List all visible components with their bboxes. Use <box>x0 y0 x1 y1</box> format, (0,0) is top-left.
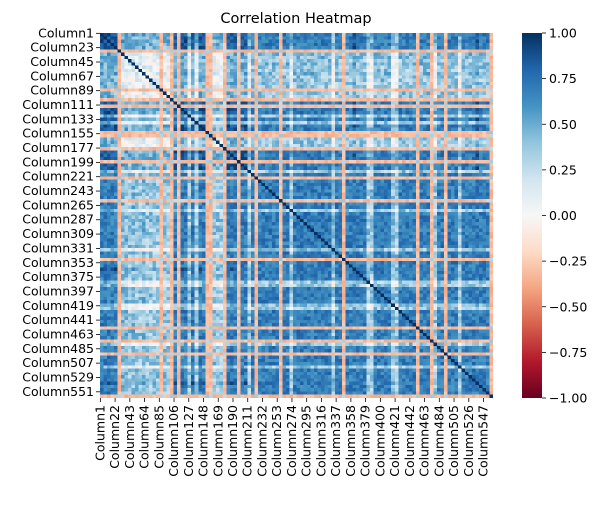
x-tick-label: Column148 <box>196 405 211 477</box>
heatmap-diagonal <box>99 32 494 399</box>
x-tick-label: Column85 <box>151 405 166 469</box>
x-tick-label: Column253 <box>269 405 284 477</box>
x-tick-label: Column547 <box>476 405 491 477</box>
x-tick-label: Column484 <box>431 405 446 477</box>
x-tick-label: Column211 <box>240 405 255 477</box>
x-tick-label: Column358 <box>343 405 358 477</box>
y-tick-label: Column133 <box>22 111 94 126</box>
x-tick-label: Column127 <box>181 405 196 477</box>
y-axis: Column1Column23Column45Column67Column89C… <box>22 25 100 399</box>
y-tick-label: Column221 <box>22 169 94 184</box>
x-tick-label: Column22 <box>107 405 122 469</box>
y-tick-label: Column441 <box>22 312 94 327</box>
heatmap-plot-area <box>99 32 494 399</box>
x-tick-label: Column232 <box>254 405 269 477</box>
x-tick-label: Column106 <box>166 405 181 477</box>
x-tick-label: Column43 <box>122 405 137 469</box>
y-tick-label: Column485 <box>22 341 94 356</box>
y-tick-label: Column155 <box>22 126 94 141</box>
y-tick-label: Column1 <box>38 25 94 40</box>
x-tick-label: Column316 <box>313 405 328 477</box>
y-tick-label: Column551 <box>22 384 94 399</box>
y-tick-label: Column177 <box>22 140 94 155</box>
x-tick-label: Column442 <box>402 405 417 477</box>
x-tick-label: Column463 <box>417 405 432 477</box>
y-tick-label: Column199 <box>22 154 94 169</box>
y-tick-label: Column353 <box>22 255 94 270</box>
x-tick-label: Column337 <box>328 405 343 477</box>
y-tick-label: Column287 <box>22 212 94 227</box>
y-tick-label: Column463 <box>22 326 94 341</box>
colorbar-tick-label: 0.50 <box>549 117 577 132</box>
y-tick-label: Column375 <box>22 269 94 284</box>
colorbar: 1.00 0.75 0.50 0.25 0.00 −0.25 −0.50 −0.75 −1.00 <box>522 26 587 406</box>
colorbar-tick-label: 0.25 <box>549 162 577 177</box>
x-tick-label: Column295 <box>299 405 314 477</box>
y-tick-label: Column45 <box>30 54 94 69</box>
y-tick-label: Column331 <box>22 240 94 255</box>
y-tick-label: Column23 <box>30 40 94 55</box>
y-tick-label: Column507 <box>22 355 94 370</box>
x-tick-label: Column169 <box>210 405 225 477</box>
x-tick-label: Column190 <box>225 405 240 477</box>
colorbar-tick-label: −0.50 <box>549 299 587 314</box>
x-tick-label: Column526 <box>461 405 476 477</box>
x-axis: Column1 Column22 Column43 Column64 Column85 C… <box>92 398 491 477</box>
colorbar-tick-label: −0.75 <box>549 345 587 360</box>
y-tick-label: Column67 <box>30 68 94 83</box>
x-tick-label: Column64 <box>137 405 152 469</box>
x-tick-label: Column274 <box>284 405 299 477</box>
x-tick-label: Column379 <box>358 405 373 477</box>
y-tick-label: Column309 <box>22 226 94 241</box>
y-tick-label: Column529 <box>22 369 94 384</box>
y-tick-label: Column419 <box>22 298 94 313</box>
colorbar-tick-label: −1.00 <box>549 391 587 406</box>
colorbar-tick-label: 0.00 <box>549 208 577 223</box>
y-tick-label: Column397 <box>22 283 94 298</box>
colorbar-tick-label: −0.25 <box>549 254 587 269</box>
chart-title: Correlation Heatmap <box>220 11 371 27</box>
y-tick-label: Column243 <box>22 183 94 198</box>
x-tick-label: Column1 <box>92 405 107 461</box>
y-tick-label: Column111 <box>22 97 94 112</box>
x-tick-label: Column505 <box>446 405 461 477</box>
y-tick-label: Column265 <box>22 197 94 212</box>
colorbar-gradient <box>522 33 542 398</box>
x-tick-label: Column400 <box>372 405 387 477</box>
colorbar-tick-label: 1.00 <box>549 26 577 41</box>
x-tick-label: Column421 <box>387 405 402 477</box>
y-tick-label: Column89 <box>30 83 94 98</box>
colorbar-tick-label: 0.75 <box>549 71 577 86</box>
